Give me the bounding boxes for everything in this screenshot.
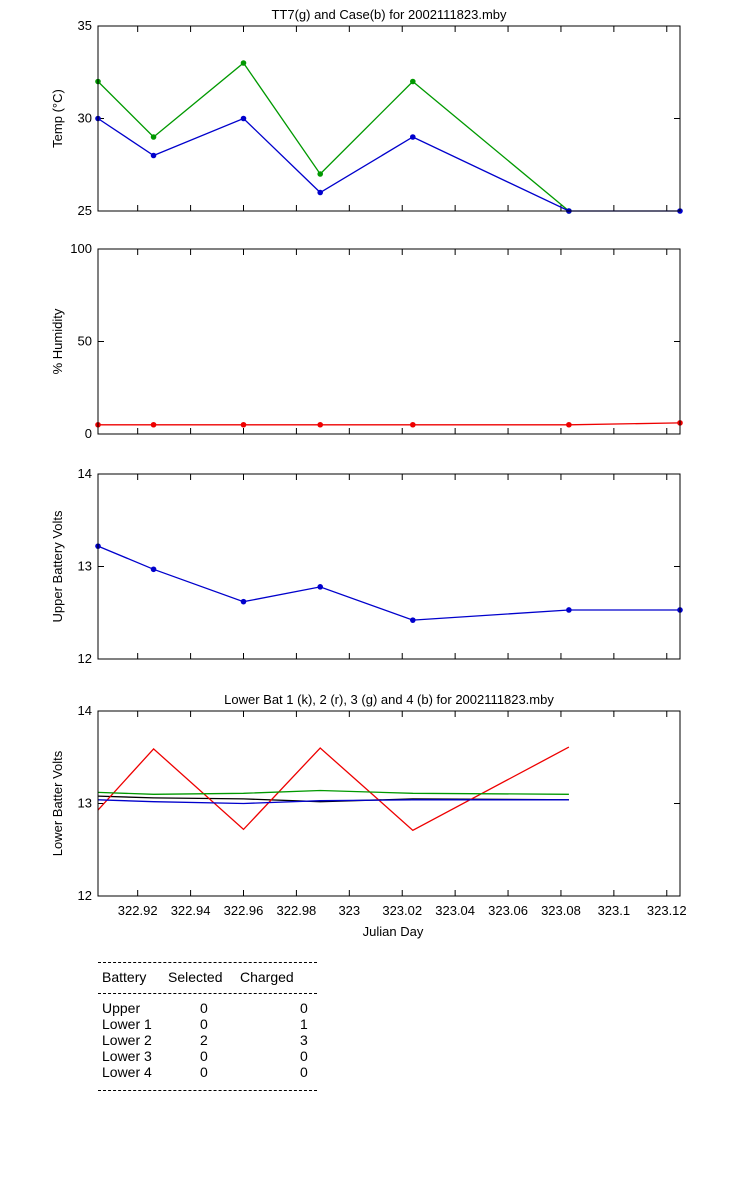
series-line-1 bbox=[97, 117, 680, 212]
series-line-0 bbox=[98, 422, 681, 426]
data-point bbox=[240, 421, 247, 428]
y-tick-label: 14 bbox=[78, 466, 92, 481]
y-axis-label: Lower Batter Volts bbox=[50, 750, 65, 856]
data-point bbox=[317, 584, 324, 590]
battery-name: Lower 4 bbox=[102, 1064, 152, 1080]
table-row: Lower 3 0 0 bbox=[98, 1048, 317, 1064]
y-axis-label: Upper Battery Volts bbox=[50, 510, 65, 622]
x-tick-label: 323.04 bbox=[435, 903, 475, 918]
data-point bbox=[240, 598, 247, 605]
table-rule-mid bbox=[98, 993, 317, 994]
data-point bbox=[150, 134, 157, 140]
data-point bbox=[410, 78, 416, 85]
selected-value: 0 bbox=[200, 1048, 208, 1064]
x-tick-label: 323.1 bbox=[598, 903, 631, 918]
y-tick-label: 30 bbox=[78, 111, 92, 126]
series-line-1 bbox=[97, 746, 570, 832]
upper-battery-chart: 12 13 14 Upper Battery Volts bbox=[50, 466, 683, 666]
data-point bbox=[410, 421, 416, 428]
data-point bbox=[150, 566, 157, 573]
figure: 25 30 35 TT7(g) and Case(b) for 2002111823.… bbox=[50, 7, 687, 939]
table-rule-top bbox=[98, 962, 317, 963]
battery-summary-table: Battery Selected Charged Upper 0 0 Lower… bbox=[98, 962, 317, 1091]
selected-value: 0 bbox=[200, 1016, 208, 1032]
data-point bbox=[150, 152, 157, 159]
charged-value: 0 bbox=[300, 1064, 308, 1080]
y-axis-label: % Humidity bbox=[50, 308, 65, 374]
plot-frame bbox=[97, 248, 681, 435]
x-tick-label: 323.08 bbox=[541, 903, 581, 918]
header-battery: Battery bbox=[102, 969, 147, 985]
series-line-0 bbox=[97, 545, 680, 621]
charged-value: 1 bbox=[300, 1016, 308, 1032]
y-tick-label: 50 bbox=[78, 334, 92, 349]
y-tick-label: 25 bbox=[78, 203, 92, 218]
table-row: Lower 1 0 1 bbox=[98, 1016, 317, 1032]
table-row: Lower 2 2 3 bbox=[98, 1032, 317, 1048]
y-tick-label: 12 bbox=[78, 888, 92, 903]
x-tick-label: 322.98 bbox=[277, 903, 317, 918]
header-selected: Selected bbox=[168, 969, 223, 985]
y-tick-label: 0 bbox=[85, 426, 92, 441]
table-header-row: Battery Selected Charged bbox=[98, 963, 317, 993]
series-line-0 bbox=[97, 62, 570, 212]
data-point bbox=[317, 171, 324, 177]
y-tick-label: 12 bbox=[78, 651, 92, 666]
y-tick-label: 35 bbox=[78, 18, 92, 33]
data-point bbox=[240, 115, 247, 122]
x-axis-label: Julian Day bbox=[363, 924, 424, 939]
x-tick-label: 323.02 bbox=[382, 903, 422, 918]
chart-title: Lower Bat 1 (k), 2 (r), 3 (g) and 4 (b) … bbox=[224, 692, 554, 707]
x-tick-label: 323.12 bbox=[647, 903, 687, 918]
humidity-chart: 0 50 100 % Humidity bbox=[50, 241, 683, 441]
data-point bbox=[317, 189, 324, 196]
temperature-chart: 25 30 35 TT7(g) and Case(b) for 2002111823.… bbox=[50, 7, 683, 218]
data-point bbox=[566, 607, 572, 613]
x-tick-label: 323 bbox=[338, 903, 360, 918]
plot-frame bbox=[97, 473, 681, 660]
battery-name: Lower 2 bbox=[102, 1032, 152, 1048]
y-tick-label: 14 bbox=[78, 703, 92, 718]
x-tick-label: 322.94 bbox=[171, 903, 211, 918]
battery-name: Lower 1 bbox=[102, 1016, 152, 1032]
data-point bbox=[410, 617, 416, 623]
series-line-2 bbox=[97, 789, 569, 795]
table-row: Upper 0 0 bbox=[98, 1000, 317, 1016]
series-line-0 bbox=[97, 795, 569, 803]
y-tick-label: 100 bbox=[70, 241, 92, 256]
battery-name: Lower 3 bbox=[102, 1048, 152, 1064]
data-point bbox=[150, 421, 157, 428]
x-tick-label: 323.06 bbox=[488, 903, 528, 918]
lower-battery-chart: 12 13 14 322.92 322.94 322.96 322.98 323 323.02 3… bbox=[50, 692, 687, 939]
selected-value: 2 bbox=[200, 1032, 208, 1048]
x-tick-label: 322.96 bbox=[224, 903, 264, 918]
chart-title: TT7(g) and Case(b) for 2002111823.mby bbox=[271, 7, 507, 22]
y-tick-label: 13 bbox=[78, 559, 92, 574]
plot-frame bbox=[97, 25, 681, 212]
data-point bbox=[410, 134, 416, 140]
table-body: Upper 0 0 Lower 1 0 1 Lower 2 2 3 Lower … bbox=[98, 994, 317, 1090]
table-row: Lower 4 0 0 bbox=[98, 1064, 317, 1080]
selected-value: 0 bbox=[200, 1064, 208, 1080]
plot-frame bbox=[97, 710, 681, 897]
battery-name: Upper bbox=[102, 1000, 141, 1016]
y-tick-label: 13 bbox=[78, 796, 92, 811]
charged-value: 0 bbox=[300, 1048, 308, 1064]
charged-value: 3 bbox=[300, 1032, 308, 1048]
data-point bbox=[566, 421, 572, 428]
header-charged: Charged bbox=[240, 969, 294, 985]
x-tick-label: 322.92 bbox=[118, 903, 158, 918]
selected-value: 0 bbox=[200, 1000, 208, 1016]
table-rule-bottom bbox=[98, 1090, 317, 1091]
charged-value: 0 bbox=[300, 1000, 308, 1016]
data-point bbox=[240, 60, 247, 66]
data-point bbox=[317, 421, 324, 428]
y-axis-label: Temp (°C) bbox=[50, 89, 65, 148]
series-line-3 bbox=[97, 799, 569, 805]
